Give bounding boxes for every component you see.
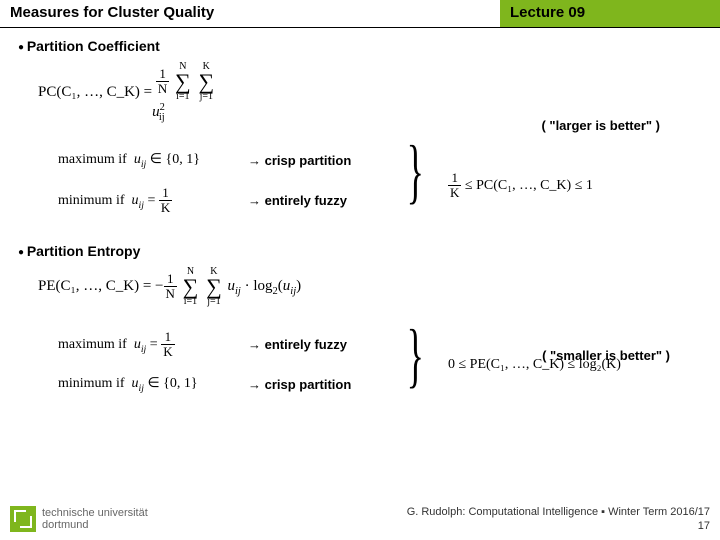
- pe-cond2-label: → crisp partition: [248, 377, 388, 392]
- pc-conditions: maximum if uij ∈ {0, 1} → crisp partitio…: [58, 141, 702, 221]
- slide-title: Measures for Cluster Quality: [0, 0, 500, 27]
- pc-cond2-math: minimum if uij = 1K: [58, 186, 248, 216]
- pc-cond-min: minimum if uij = 1K → entirely fuzzy: [58, 181, 702, 221]
- page-number: 17: [698, 520, 710, 532]
- pe-heading: Partition Entropy: [18, 243, 702, 259]
- pc-cond1-label: → crisp partition: [248, 153, 388, 168]
- pe-formula-lhs: PE(C₁, …, C_K) = −: [38, 278, 164, 295]
- credit-text: G. Rudolph: Computational Intelligence ▪…: [407, 506, 710, 518]
- brace-icon: }: [407, 139, 424, 204]
- university-logo: technische universität dortmund: [10, 506, 148, 532]
- pc-formula-lhs: PC(C₁, …, C_K) =: [38, 84, 152, 101]
- pc-cond1-math: maximum if uij ∈ {0, 1}: [58, 151, 248, 170]
- pe-formula-rhs: 1N N∑i=1 K∑j=1 uij · log2(uij): [164, 267, 302, 307]
- pc-bound-text: ≤ PC(C₁, …, C_K) ≤ 1: [461, 178, 592, 193]
- pc-note: ( "larger is better" ): [541, 118, 660, 133]
- slide-content: Partition Coefficient PC(C₁, …, C_K) = 1…: [0, 28, 720, 405]
- uni-line1: technische universität: [42, 507, 148, 519]
- pe-conditions: maximum if uij = 1K → entirely fuzzy min…: [58, 325, 702, 405]
- slide-header: Measures for Cluster Quality Lecture 09: [0, 0, 720, 28]
- pe-formula-tail: uij · log2(uij): [228, 278, 302, 294]
- lecture-label: Lecture 09: [500, 0, 720, 27]
- pe-cond2-math: minimum if uij ∈ {0, 1}: [58, 375, 248, 394]
- pc-formula-rhs: 1N N∑i=1 K∑j=1 u2ij: [152, 62, 232, 123]
- brace-icon: }: [407, 323, 424, 388]
- pe-bound: 0 ≤ PE(C₁, …, C_K) ≤ log₂(K): [448, 357, 621, 373]
- pc-bound: 1K ≤ PC(C₁, …, C_K) ≤ 1: [448, 171, 593, 201]
- footer-credit: G. Rudolph: Computational Intelligence ▪…: [407, 505, 710, 534]
- pe-formula: PE(C₁, …, C_K) = − 1N N∑i=1 K∑j=1 uij · …: [38, 267, 702, 307]
- slide-footer: technische universität dortmund G. Rudol…: [0, 502, 720, 540]
- uni-line2: dortmund: [42, 519, 88, 531]
- pe-cond1-math: maximum if uij = 1K: [58, 330, 248, 360]
- pe-cond1-label: → entirely fuzzy: [248, 337, 388, 352]
- pc-heading: Partition Coefficient: [18, 38, 702, 54]
- university-name: technische universität dortmund: [42, 507, 148, 531]
- pc-cond-max: maximum if uij ∈ {0, 1} → crisp partitio…: [58, 141, 702, 181]
- pc-formula: PC(C₁, …, C_K) = 1N N∑i=1 K∑j=1 u2ij: [38, 62, 702, 123]
- tu-logo-icon: [10, 506, 36, 532]
- pc-cond2-label: → entirely fuzzy: [248, 193, 388, 208]
